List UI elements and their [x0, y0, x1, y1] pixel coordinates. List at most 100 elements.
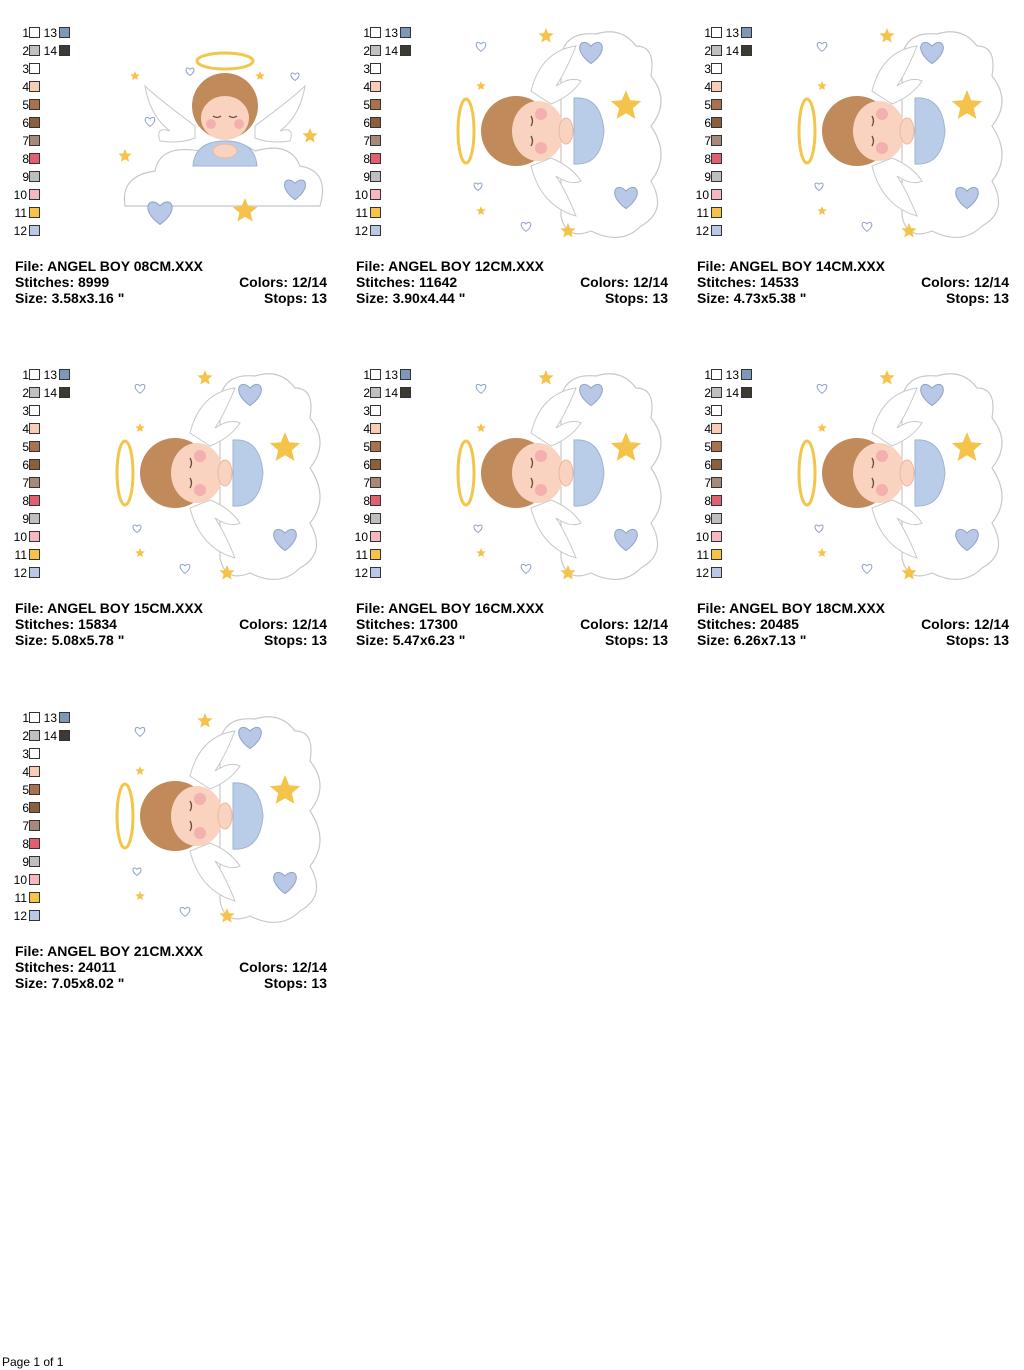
heart [955, 528, 979, 552]
color-swatch [400, 369, 411, 380]
star [560, 565, 576, 580]
palette-number: 14 [725, 44, 739, 58]
star [135, 891, 145, 900]
palette-number: 8 [704, 494, 711, 508]
palette-number: 3 [22, 747, 29, 761]
color-swatch [370, 99, 381, 110]
palette-number: 13 [384, 368, 398, 382]
wing-bottom [530, 499, 582, 559]
heart [273, 871, 297, 895]
color-swatch [370, 27, 381, 38]
color-count: Colors: 12/14 [921, 616, 1009, 632]
wing-top [530, 45, 582, 105]
eye [871, 135, 875, 147]
color-count: Colors: 12/14 [580, 274, 668, 290]
design-size: Size: 7.05x8.02 " [15, 975, 125, 991]
palette-number: 1 [704, 368, 711, 382]
color-swatch [711, 135, 722, 146]
color-swatch [711, 189, 722, 200]
palette-number: 4 [22, 80, 29, 94]
star [232, 198, 258, 222]
cheek [234, 119, 244, 129]
heart [185, 67, 195, 77]
palette-number: 2 [22, 386, 29, 400]
palette-number: 6 [704, 116, 711, 130]
palette-number: 4 [22, 422, 29, 436]
cheek [194, 484, 206, 496]
heart [132, 867, 142, 877]
color-swatch [711, 531, 722, 542]
color-swatch [370, 477, 381, 488]
palette-number: 11 [696, 548, 709, 562]
palette-number: 4 [363, 80, 370, 94]
palette-number: 4 [704, 80, 711, 94]
angel-boy-embroidery-preview [118, 51, 324, 226]
palette-number: 9 [704, 170, 711, 184]
palette-number: 6 [704, 458, 711, 472]
palette-number: 3 [704, 62, 711, 76]
file-name: File: ANGEL BOY 15CM.XXX [15, 600, 204, 616]
design-card: 1 2 3 4 5 6 7 8 9 10 11 12 13 14 File: ANGEL BOY 12CM… [355, 26, 686, 326]
color-swatch [711, 27, 722, 38]
palette-number: 11 [14, 206, 27, 220]
color-swatch [29, 802, 40, 813]
color-swatch [29, 171, 40, 182]
palette-number: 9 [22, 170, 29, 184]
stitch-count: Stitches: 11642 [356, 274, 458, 290]
design-size: Size: 5.08x5.78 " [15, 632, 125, 648]
cheek [206, 119, 216, 129]
palette-number: 1 [22, 368, 29, 382]
palette-number: 2 [363, 386, 370, 400]
heart [814, 524, 824, 534]
heart [238, 383, 262, 407]
angel-boy-embroidery-preview [797, 28, 1003, 238]
palette-number: 14 [43, 386, 57, 400]
palette-number: 3 [22, 404, 29, 418]
color-swatch [370, 459, 381, 470]
stitch-count: Stitches: 8999 [15, 274, 110, 290]
color-swatch [741, 27, 752, 38]
color-swatch [370, 441, 381, 452]
wing-top [871, 45, 923, 105]
palette-number: 3 [363, 404, 370, 418]
palette-number: 9 [704, 512, 711, 526]
wing-top [189, 730, 241, 790]
heart [861, 563, 873, 575]
stitch-count: Stitches: 17300 [356, 616, 458, 632]
eye [871, 457, 875, 469]
eye [189, 457, 193, 469]
shirt [914, 97, 946, 165]
color-swatch [59, 45, 70, 56]
palette-number: 13 [725, 26, 739, 40]
heart [920, 383, 944, 407]
wing-bottom [189, 842, 241, 902]
palette-number: 6 [22, 116, 29, 130]
design-card: 1 2 3 4 5 6 7 8 9 10 11 12 13 14 File: ANGEL BOY 14CM… [696, 26, 1024, 326]
color-swatch [29, 387, 40, 398]
heart [134, 726, 146, 738]
color-swatch [370, 423, 381, 434]
color-count: Colors: 12/14 [239, 959, 327, 975]
star [269, 432, 301, 461]
wing-right [254, 84, 306, 143]
palette-number: 2 [704, 44, 711, 58]
eye [871, 115, 875, 127]
face [201, 96, 249, 140]
palette-number: 1 [363, 368, 370, 382]
palette-number: 3 [704, 404, 711, 418]
star [817, 206, 827, 215]
heart [238, 726, 262, 750]
color-swatch [370, 495, 381, 506]
color-swatch [711, 477, 722, 488]
palette-number: 11 [355, 206, 368, 220]
design-size: Size: 3.90x4.44 " [356, 290, 466, 306]
color-swatch [711, 441, 722, 452]
shirt [573, 97, 605, 165]
palette-number: 6 [22, 458, 29, 472]
star [130, 71, 140, 80]
eye [228, 115, 238, 119]
cloud [901, 31, 1003, 238]
hands [558, 459, 574, 487]
eye [212, 115, 222, 119]
halo [115, 782, 135, 850]
